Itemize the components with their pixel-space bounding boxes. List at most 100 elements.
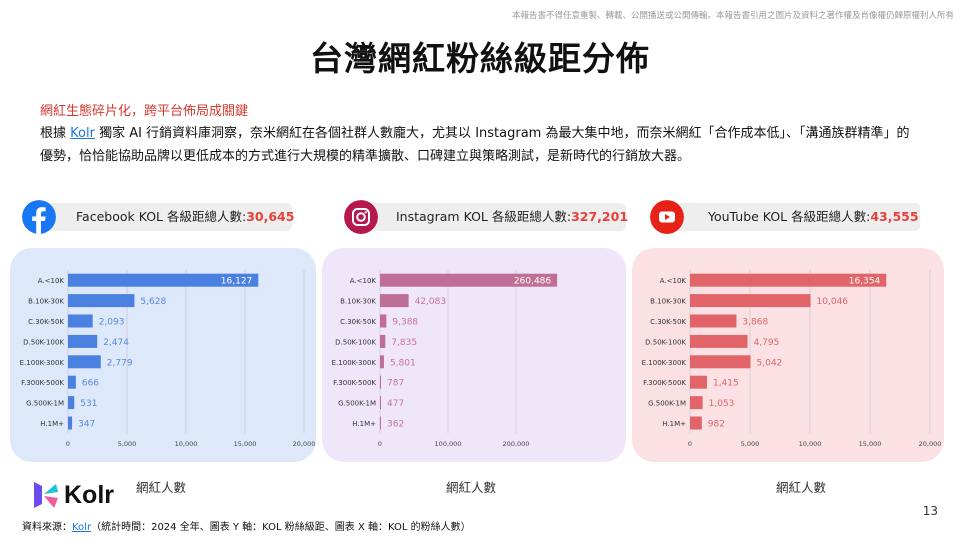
facebook-value-label: 347 bbox=[78, 420, 95, 430]
page-number: 13 bbox=[922, 504, 938, 518]
facebook-x-tick-label: 5,000 bbox=[118, 440, 137, 448]
youtube-x-tick-label: 20,000 bbox=[919, 440, 942, 448]
facebook-bar bbox=[68, 294, 135, 308]
instagram-value-label: 9,388 bbox=[392, 318, 418, 328]
instagram-total-pill: Instagram KOL 各級距總人數:327,201 bbox=[360, 203, 629, 231]
instagram-x-tick-label: 0 bbox=[378, 440, 382, 448]
facebook-total-label: Facebook KOL 各級距總人數: bbox=[76, 209, 247, 224]
youtube-category-label: E.100K-300K bbox=[642, 359, 687, 367]
instagram-bar-chart: 0 100,000 200,000 A.<10K 260,486 B.10K-30K 42,… bbox=[332, 270, 558, 448]
section-subtitle: 網紅生態碎片化，跨平台佈局成關鍵 bbox=[40, 104, 249, 119]
disclaimer: 本報告書不得任意重製、轉載、公開播送或公開傳輸。本報告書引用之圖片及資料之著作權… bbox=[511, 11, 954, 21]
facebook-bar bbox=[68, 355, 101, 369]
kolr-logo-text: Kolr bbox=[64, 481, 114, 509]
youtube-bar bbox=[690, 294, 811, 308]
instagram-bar bbox=[380, 314, 387, 328]
instagram-value-label: 42,083 bbox=[415, 297, 447, 307]
facebook-value-label: 2,093 bbox=[99, 318, 125, 328]
facebook-value-label: 666 bbox=[82, 379, 99, 389]
instagram-icon bbox=[344, 200, 378, 234]
youtube-category-label: B.10K-30K bbox=[650, 298, 686, 306]
facebook-value-label: 531 bbox=[80, 399, 97, 409]
facebook-bar bbox=[68, 375, 76, 389]
instagram-bar bbox=[380, 294, 409, 308]
youtube-bar bbox=[690, 396, 703, 410]
instagram-category-label: B.10K-30K bbox=[340, 298, 376, 306]
instagram-x-axis-label: 網紅人數 bbox=[446, 480, 497, 495]
youtube-bar-chart: 0 5,000 10,000 15,000 20,000 A.<10K 16,354 B.10… bbox=[642, 270, 942, 448]
facebook-value-label: 2,779 bbox=[107, 358, 133, 368]
instagram-value-label: 260,486 bbox=[514, 277, 551, 287]
youtube-bar bbox=[690, 273, 887, 287]
instagram-value-label: 5,801 bbox=[390, 358, 416, 368]
youtube-value-label: 16,354 bbox=[849, 277, 881, 287]
facebook-total-pill: Facebook KOL 各級距總人數:30,645 bbox=[40, 203, 295, 231]
instagram-bar bbox=[380, 334, 386, 348]
facebook-category-label: C.30K-50K bbox=[28, 318, 64, 326]
facebook-category-label: G.500K-1M bbox=[26, 400, 64, 408]
facebook-bar bbox=[68, 396, 75, 410]
facebook-bar bbox=[68, 314, 93, 328]
youtube-category-label: G.500K-1M bbox=[648, 400, 686, 408]
facebook-bar bbox=[68, 334, 98, 348]
youtube-bar bbox=[690, 355, 751, 369]
facebook-value-label: 2,474 bbox=[103, 338, 129, 348]
facebook-x-tick-label: 15,000 bbox=[234, 440, 257, 448]
facebook-bar-chart: 0 5,000 10,000 15,000 20,000 A.<10K 16,127 B.10… bbox=[20, 270, 315, 448]
footer-prefix: 資料來源： bbox=[22, 522, 72, 533]
youtube-category-label: F.300K-500K bbox=[643, 379, 686, 387]
facebook-value-label: 16,127 bbox=[221, 277, 253, 287]
instagram-category-label: F.300K-500K bbox=[333, 379, 376, 387]
youtube-category-label: H.1M+ bbox=[662, 420, 686, 428]
facebook-value-label: 5,628 bbox=[140, 297, 166, 307]
instagram-value-label: 477 bbox=[387, 399, 404, 409]
youtube-category-label: C.30K-50K bbox=[650, 318, 686, 326]
instagram-total-label: Instagram KOL 各級距總人數: bbox=[396, 209, 572, 224]
instagram-total-value: 327,201 bbox=[571, 209, 629, 224]
youtube-bar bbox=[690, 314, 737, 328]
youtube-bar bbox=[690, 375, 707, 389]
source-footer: 資料來源：Kolr（統計時間：2024 全年、圖表 Y 軸：KOL 粉絲級距、圖… bbox=[22, 518, 471, 533]
youtube-total-label: YouTube KOL 各級距總人數: bbox=[708, 209, 871, 224]
instagram-bar bbox=[380, 355, 384, 369]
facebook-category-label: D.50K-100K bbox=[23, 338, 64, 346]
instagram-value-label: 7,835 bbox=[391, 338, 417, 348]
kolr-link[interactable]: Kolr bbox=[70, 126, 95, 141]
youtube-icon bbox=[650, 200, 684, 234]
footer-kolr-link[interactable]: Kolr bbox=[72, 522, 92, 533]
youtube-value-label: 10,046 bbox=[817, 297, 849, 307]
instagram-category-label: A.<10K bbox=[350, 277, 377, 285]
youtube-total-value: 43,555 bbox=[870, 209, 919, 224]
facebook-x-axis-label: 網紅人數 bbox=[136, 480, 187, 495]
instagram-value-label: 362 bbox=[387, 420, 404, 430]
youtube-value-label: 3,868 bbox=[742, 318, 768, 328]
youtube-value-label: 5,042 bbox=[757, 358, 783, 368]
youtube-x-tick-label: 15,000 bbox=[859, 440, 882, 448]
facebook-category-label: H.1M+ bbox=[40, 420, 64, 428]
instagram-category-label: G.500K-1M bbox=[338, 400, 376, 408]
facebook-total-value: 30,645 bbox=[246, 209, 295, 224]
page-title: 台灣網紅粉絲級距分佈 bbox=[310, 39, 650, 78]
youtube-x-tick-label: 5,000 bbox=[741, 440, 760, 448]
footer-text: （統計時間：2024 全年、圖表 Y 軸：KOL 粉絲級距、圖表 X 軸：KOL… bbox=[91, 522, 471, 533]
facebook-x-tick-label: 0 bbox=[66, 440, 70, 448]
intro-text: 獨家 AI 行銷資料庫洞察，奈米網紅在各個社群人數龐大，尤其以 Instagra… bbox=[40, 126, 910, 164]
youtube-value-label: 4,795 bbox=[754, 338, 780, 348]
instagram-x-tick-label: 100,000 bbox=[435, 440, 462, 448]
instagram-category-label: C.30K-50K bbox=[340, 318, 376, 326]
instagram-bar bbox=[380, 416, 381, 430]
facebook-category-label: A.<10K bbox=[38, 277, 65, 285]
facebook-icon bbox=[22, 200, 56, 234]
youtube-value-label: 982 bbox=[708, 420, 725, 430]
facebook-x-tick-label: 10,000 bbox=[175, 440, 198, 448]
instagram-bar bbox=[380, 375, 381, 389]
youtube-total-pill: YouTube KOL 各級距總人數:43,555 bbox=[672, 203, 920, 231]
facebook-category-label: B.10K-30K bbox=[28, 298, 64, 306]
instagram-bar bbox=[380, 273, 558, 287]
youtube-x-tick-label: 0 bbox=[688, 440, 692, 448]
youtube-category-label: A.<10K bbox=[660, 277, 687, 285]
youtube-bar bbox=[690, 334, 748, 348]
instagram-category-label: H.1M+ bbox=[352, 420, 376, 428]
instagram-category-label: D.50K-100K bbox=[335, 338, 376, 346]
facebook-category-label: F.300K-500K bbox=[21, 379, 64, 387]
